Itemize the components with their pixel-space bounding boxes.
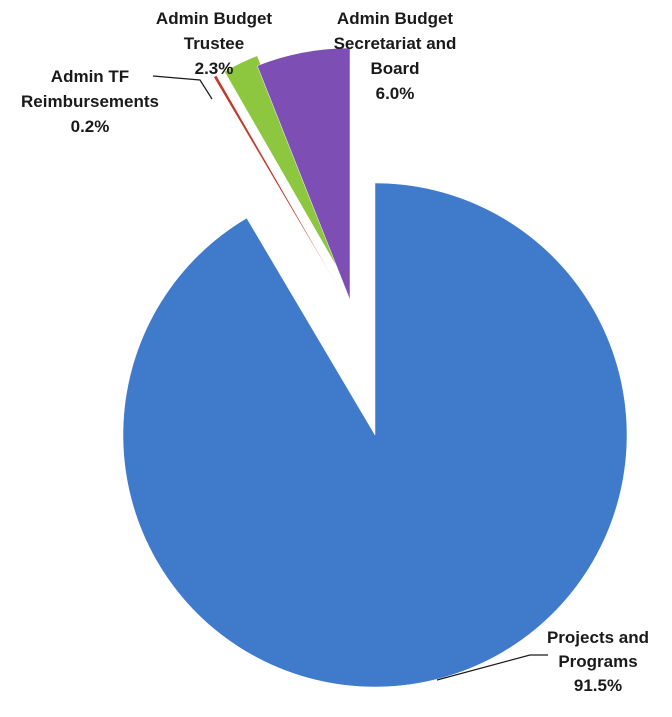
leader-line-admin-tf-reimbursements [152,75,213,100]
pie-slice-admin-budget-trustee [224,55,351,291]
slice-name-line: Reimbursements [21,92,159,111]
slice-label-admin-tf-reimbursements: Admin TF Reimbursements 0.2% [21,67,159,136]
pie-slice-projects-and-programs [122,182,628,688]
pie-slice-admin-budget-secretariat-and-board [256,47,351,301]
slice-value-label: 2.3% [195,59,234,78]
slice-name-line: Admin Budget [156,9,272,28]
slice-name-line: Board [370,59,419,78]
slice-labels: Projects and Programs 91.5% Admin TF Reimbur… [21,9,649,695]
slice-name-line: Admin TF [51,67,129,86]
slice-name-line: Projects and [547,628,649,647]
slice-label-projects-and-programs: Projects and Programs 91.5% [547,628,649,695]
slice-value-label: 91.5% [574,676,622,695]
pie-slices [122,47,628,688]
pie-slice-admin-tf-reimbursements [213,75,343,295]
leader-lines [152,75,548,681]
leader-line-projects-and-programs [436,654,548,681]
slice-label-admin-budget-trustee: Admin Budget Trustee 2.3% [156,9,272,78]
slice-value-label: 6.0% [376,84,415,103]
slice-label-admin-budget-secretariat-and-board: Admin Budget Secretariat and Board 6.0% [334,9,457,103]
slice-name-line: Admin Budget [337,9,453,28]
slice-value-label: 0.2% [71,117,110,136]
slice-name-line: Secretariat and [334,34,457,53]
slice-name-line: Programs [558,652,637,671]
slice-name-line: Trustee [184,34,244,53]
